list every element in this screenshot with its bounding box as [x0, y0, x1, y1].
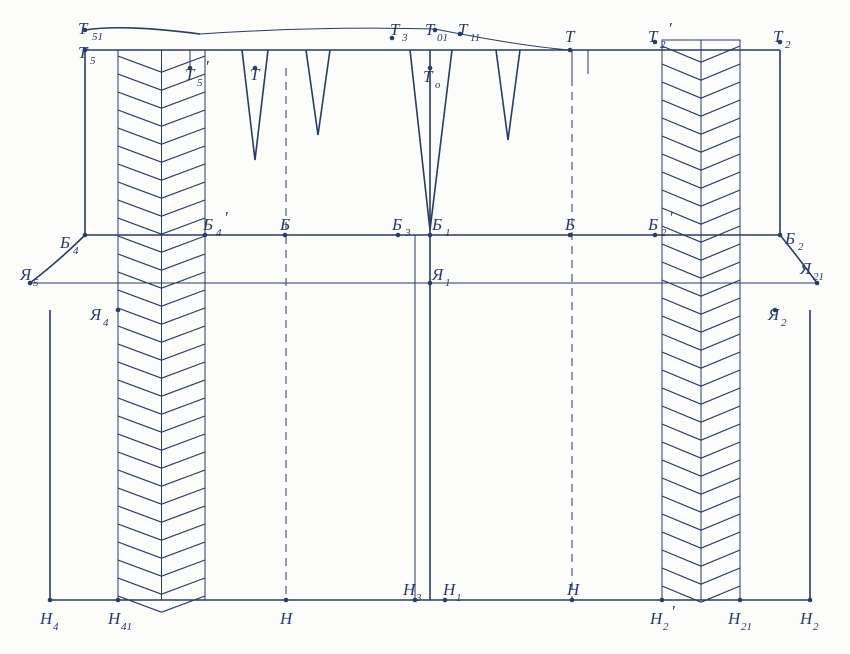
svg-text:Я: Я: [89, 305, 102, 324]
point-label: То: [423, 67, 441, 91]
svg-text:Я: Я: [799, 259, 812, 278]
svg-text:2: 2: [798, 241, 804, 253]
point-label: Я1: [431, 265, 451, 289]
svg-text:Т: Т: [423, 67, 434, 86]
svg-text:Б: Б: [391, 215, 402, 234]
svg-text:о: о: [435, 79, 441, 91]
svg-text:′: ′: [669, 208, 673, 227]
point-label: Т2: [773, 27, 791, 51]
svg-text:4: 4: [216, 227, 222, 239]
point-label: Б: [564, 215, 575, 234]
svg-text:5: 5: [33, 277, 39, 289]
point-label: Т5: [78, 43, 96, 67]
svg-text:5: 5: [90, 55, 96, 67]
svg-text:Н: Н: [566, 580, 581, 599]
svg-text:2: 2: [660, 39, 666, 51]
svg-text:′: ′: [224, 208, 228, 227]
svg-text:3: 3: [404, 227, 411, 239]
svg-text:Б: Б: [431, 215, 442, 234]
svg-text:21: 21: [813, 271, 824, 283]
point-label: Т01: [425, 20, 448, 44]
svg-text:2: 2: [785, 39, 791, 51]
point-label: Б: [279, 215, 290, 234]
point-label: Н41: [107, 609, 132, 633]
svg-text:1: 1: [445, 277, 451, 289]
svg-text:2: 2: [813, 621, 819, 633]
svg-text:51: 51: [92, 31, 103, 43]
svg-text:Б: Б: [59, 233, 70, 252]
svg-text:Т: Т: [425, 20, 436, 39]
svg-text:1: 1: [456, 592, 462, 604]
point-label: Т3: [390, 20, 408, 44]
svg-text:Т: Т: [773, 27, 784, 46]
point-label: Н2′: [649, 602, 675, 633]
svg-text:41: 41: [121, 621, 132, 633]
svg-text:Т: Т: [250, 65, 261, 84]
point-label: Н: [279, 609, 294, 628]
point-label: Н4: [39, 609, 59, 633]
svg-text:′: ′: [668, 19, 672, 38]
point-label: Т: [250, 65, 261, 84]
svg-text:2: 2: [663, 621, 669, 633]
svg-text:′: ′: [205, 57, 209, 76]
point-label: Я5: [19, 265, 39, 289]
svg-text:Н: Н: [799, 609, 814, 628]
svg-text:4: 4: [53, 621, 59, 633]
point-label: Н2: [799, 609, 819, 633]
svg-text:Б: Б: [784, 229, 795, 248]
svg-text:2: 2: [781, 317, 787, 329]
pattern-draft-diagram: Т51Т5Т5′ТТ3Т01Т11ТоТТ2′Т2Б4Б4′ББ3Б1ББ2′Б…: [0, 0, 850, 654]
svg-text:11: 11: [470, 32, 480, 44]
svg-text:Я: Я: [431, 265, 444, 284]
point-label: Н21: [727, 609, 752, 633]
point-label: Т: [565, 27, 576, 46]
point-label: Б2: [784, 229, 804, 253]
svg-text:Н: Н: [107, 609, 122, 628]
svg-text:Т: Т: [648, 27, 659, 46]
svg-text:Н: Н: [279, 609, 294, 628]
svg-text:Н: Н: [402, 580, 417, 599]
svg-text:Б: Б: [279, 215, 290, 234]
svg-text:Б: Б: [564, 215, 575, 234]
svg-text:21: 21: [741, 621, 752, 633]
svg-text:Б: Б: [647, 215, 658, 234]
svg-text:2: 2: [661, 227, 667, 239]
svg-text:Т: Т: [78, 19, 89, 38]
svg-text:Н: Н: [649, 609, 664, 628]
svg-text:3: 3: [415, 592, 422, 604]
svg-text:5: 5: [197, 77, 203, 89]
svg-text:4: 4: [73, 245, 79, 257]
point-label: Т11: [458, 20, 480, 44]
point-label: Я2: [767, 305, 787, 329]
svg-text:Т: Т: [78, 43, 89, 62]
point-label: Т2′: [648, 19, 672, 51]
svg-text:Н: Н: [39, 609, 54, 628]
point-label: Н: [566, 580, 581, 599]
point-label: Я4: [89, 305, 109, 329]
svg-text:Б: Б: [202, 215, 213, 234]
svg-text:Т: Т: [565, 27, 576, 46]
svg-text:Н: Н: [442, 580, 457, 599]
point-label: Б4: [59, 233, 79, 257]
point-label: Т51: [78, 19, 103, 43]
svg-text:Т: Т: [458, 20, 469, 39]
svg-text:4: 4: [103, 317, 109, 329]
svg-text:01: 01: [437, 32, 448, 44]
svg-text:′: ′: [671, 602, 675, 621]
svg-text:Т: Т: [185, 65, 196, 84]
svg-text:Н: Н: [727, 609, 742, 628]
svg-text:Я: Я: [19, 265, 32, 284]
svg-text:1: 1: [445, 227, 451, 239]
point-label: Я21: [799, 259, 824, 283]
svg-text:3: 3: [401, 32, 408, 44]
svg-text:Т: Т: [390, 20, 401, 39]
svg-text:Я: Я: [767, 305, 780, 324]
